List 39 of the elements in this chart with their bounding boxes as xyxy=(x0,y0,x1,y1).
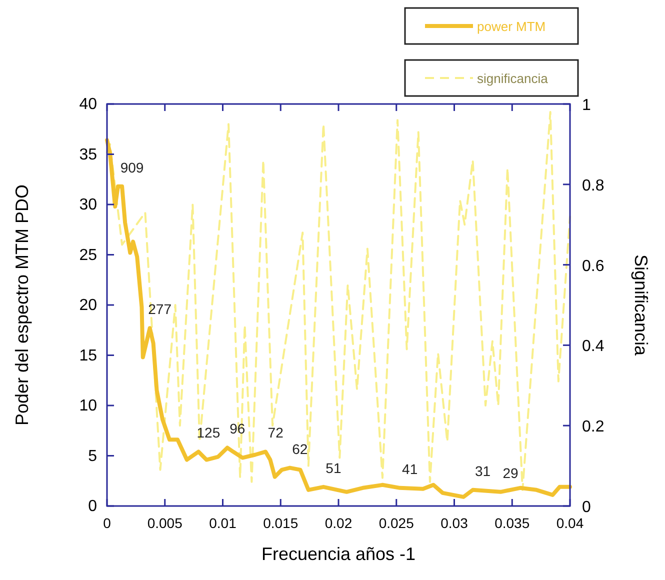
x-tick-label: 0.025 xyxy=(378,515,414,531)
y-tick-label: 15 xyxy=(79,347,98,364)
annotation: 31 xyxy=(474,462,491,479)
x-tick-label: 0.01 xyxy=(209,515,237,531)
y-tick-label: 0 xyxy=(88,498,98,515)
annotation: 72 xyxy=(268,424,284,441)
x-tick-label: 0.015 xyxy=(263,515,298,531)
annotation: 909 xyxy=(120,159,144,176)
x-tick-label: 0.005 xyxy=(147,515,183,531)
x-tick-label: 0.04 xyxy=(556,515,584,531)
y-tick-label: 5 xyxy=(88,448,98,465)
y-tick-label: 10 xyxy=(79,398,98,414)
x-axis-title: Frecuencia años -1 xyxy=(261,544,416,564)
annotation: 96 xyxy=(230,420,246,437)
legend-label: power MTM xyxy=(477,19,546,34)
annotation: 125 xyxy=(196,424,220,441)
y-tick-label: 20 xyxy=(79,297,98,314)
y2-tick-label: 0.2 xyxy=(582,418,604,436)
y-tick-label: 30 xyxy=(79,196,98,214)
y-tick-label: 40 xyxy=(79,96,98,113)
y2-tick-label: 0 xyxy=(582,499,591,516)
legend-label: significancia xyxy=(477,71,549,86)
annotation: 62 xyxy=(292,440,308,457)
annotation: 51 xyxy=(326,460,342,476)
y2-tick-label: 1 xyxy=(582,97,591,114)
annotation: 29 xyxy=(502,464,519,481)
y-tick-label: 35 xyxy=(79,146,98,164)
x-tick-label: 0.03 xyxy=(440,515,468,531)
y-axis-title: Poder del espectro MTM PDO xyxy=(12,184,32,426)
x-tick-label: 0.035 xyxy=(494,515,530,531)
x-tick-label: 0.02 xyxy=(324,515,352,531)
y2-tick-label: 0.8 xyxy=(582,177,604,194)
y2-tick-label: 0.6 xyxy=(582,258,604,275)
y2-tick-label: 0.4 xyxy=(582,338,604,356)
annotation: 277 xyxy=(148,301,172,318)
annotation: 41 xyxy=(402,460,418,477)
y2-axis-title: Significancia xyxy=(631,254,651,357)
x-tick-label: 0 xyxy=(103,515,112,531)
y-tick-label: 25 xyxy=(79,246,98,264)
